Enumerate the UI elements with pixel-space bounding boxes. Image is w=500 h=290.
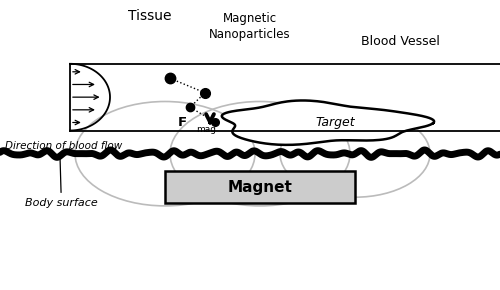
Text: F: F xyxy=(178,117,186,129)
Polygon shape xyxy=(222,100,434,145)
Text: Magnet: Magnet xyxy=(228,180,292,195)
Text: Tissue: Tissue xyxy=(128,9,172,23)
Text: Magnetic
Nanoparticles: Magnetic Nanoparticles xyxy=(209,12,291,41)
Text: Target: Target xyxy=(315,117,355,129)
Text: Blood Vessel: Blood Vessel xyxy=(360,35,440,48)
Bar xyxy=(165,171,355,203)
Text: Direction of blood flow: Direction of blood flow xyxy=(5,142,122,151)
Text: mag: mag xyxy=(196,125,216,134)
Text: Body surface: Body surface xyxy=(25,160,98,208)
